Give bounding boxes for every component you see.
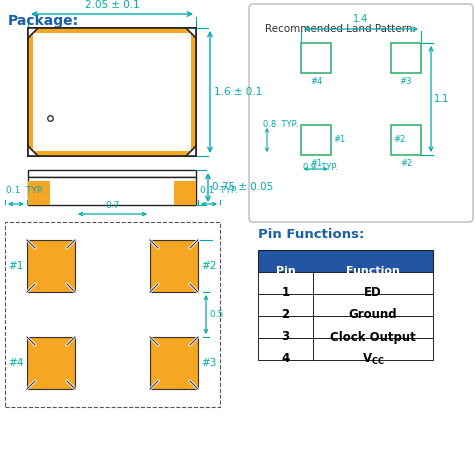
Text: Ground: Ground [349, 308, 397, 321]
Text: #2: #2 [400, 159, 412, 168]
Bar [258, 316, 313, 338]
Text: 1.4: 1.4 [353, 14, 368, 24]
Text: #3: #3 [400, 77, 412, 86]
Text: ED: ED [364, 286, 382, 299]
Text: #4: #4 [9, 358, 24, 368]
Bar [258, 294, 313, 316]
Text: 0.5: 0.5 [209, 310, 223, 319]
Bar [150, 337, 198, 389]
Text: 4: 4 [281, 352, 289, 365]
Text: 1.1: 1.1 [434, 94, 449, 104]
Polygon shape [186, 146, 196, 156]
Bar [28, 28, 196, 156]
Bar [391, 125, 421, 155]
Text: #1: #1 [310, 159, 322, 168]
Bar [27, 337, 75, 389]
Text: 3: 3 [281, 330, 289, 343]
Polygon shape [186, 28, 196, 38]
Text: #2: #2 [201, 261, 217, 271]
FancyBboxPatch shape [249, 4, 473, 222]
Text: #2: #2 [393, 135, 405, 144]
Text: 1: 1 [281, 286, 289, 299]
Text: 2: 2 [281, 308, 289, 321]
Bar [33, 151, 191, 156]
Text: #1: #1 [333, 135, 345, 144]
Bar [258, 338, 313, 360]
Bar [28, 177, 196, 205]
Bar [28, 170, 196, 177]
Text: V$_\mathregular{CC}$: V$_\mathregular{CC}$ [362, 352, 385, 366]
Text: Pin: Pin [276, 266, 296, 276]
Bar [313, 272, 433, 294]
Bar [150, 240, 198, 292]
Bar [27, 240, 75, 292]
Text: 0.1  TYP.: 0.1 TYP. [200, 186, 238, 195]
Text: Recommended Land Pattern:: Recommended Land Pattern: [265, 24, 416, 34]
Text: Package:: Package: [8, 14, 79, 28]
Text: 0.9  TYP.: 0.9 TYP. [303, 163, 338, 172]
Bar [28, 181, 50, 205]
Bar [258, 272, 313, 294]
Bar [5, 222, 220, 407]
Text: 0.7: 0.7 [105, 201, 119, 210]
Bar [174, 181, 196, 205]
Bar [301, 125, 331, 155]
Bar [391, 43, 421, 73]
Bar [27, 240, 75, 292]
Bar [28, 28, 196, 156]
Bar [301, 43, 331, 73]
Bar [33, 28, 191, 33]
Bar [191, 33, 196, 151]
Text: #3: #3 [201, 358, 217, 368]
Bar [313, 316, 433, 338]
Polygon shape [28, 28, 38, 38]
Text: Clock Output: Clock Output [330, 330, 416, 343]
Text: 0.1  TYP.: 0.1 TYP. [6, 186, 44, 195]
Text: #4: #4 [310, 77, 322, 86]
Bar [150, 337, 198, 389]
Bar [27, 337, 75, 389]
Bar [313, 338, 433, 360]
Bar [258, 250, 433, 272]
Text: 2.05 ± 0.1: 2.05 ± 0.1 [85, 0, 139, 10]
Bar [150, 240, 198, 292]
Text: #1: #1 [9, 261, 24, 271]
Text: 0.8  TYP.: 0.8 TYP. [263, 120, 298, 129]
Bar [313, 294, 433, 316]
Text: Pin Functions:: Pin Functions: [258, 228, 364, 241]
Polygon shape [28, 146, 38, 156]
Text: 0.75 ± 0.05: 0.75 ± 0.05 [212, 182, 273, 193]
Text: 1.6 ± 0.1: 1.6 ± 0.1 [214, 87, 262, 97]
Text: Function: Function [346, 266, 400, 276]
Bar [28, 33, 33, 151]
